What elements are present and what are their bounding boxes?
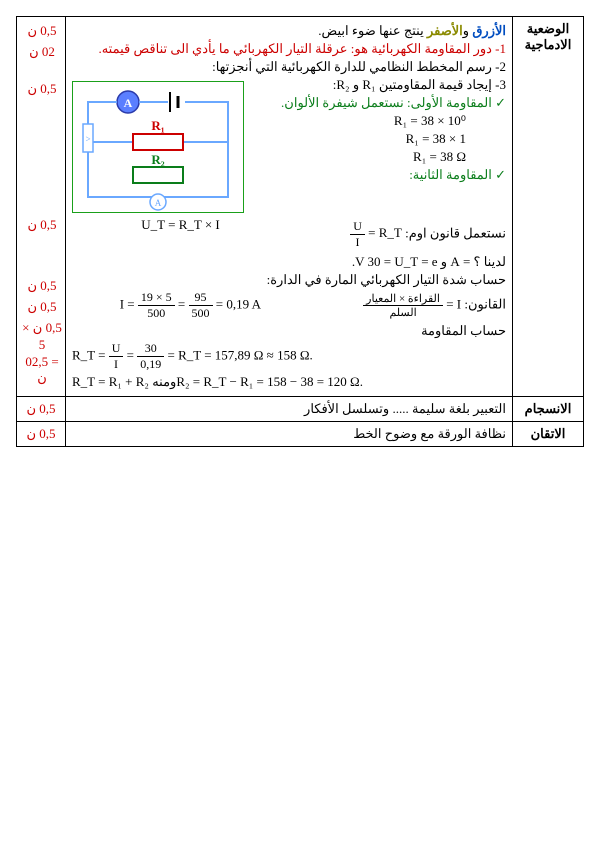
- score-2: 02 ن: [19, 42, 65, 63]
- grading-table: 0,5 ن 02 ن 0,5 ن 0,5 ن 0,5 ن 0,5 ن 0,5 ن…: [16, 16, 584, 447]
- i-law: القانون: I = القراءة × المعيارالسلم: [309, 292, 506, 319]
- rt-calc: R_T = UI = 300,19 = R_T = 157,89 Ω ≈ 158…: [72, 341, 506, 372]
- score-cell-main: 0,5 ن 02 ن 0,5 ن 0,5 ن 0,5 ن 0,5 ن 0,5 ن…: [17, 17, 66, 397]
- content-row3: نظافة الورقة مع وضوح الخط: [66, 422, 513, 447]
- calc-r-text: حساب المقاومة: [72, 323, 506, 339]
- content-cell-main: الأزرق والأصفر ينتج عنها ضوء ابيض. 1- دو…: [66, 17, 513, 397]
- label-row3: الاتقان: [513, 422, 584, 447]
- svg-text:R₁: R₁: [151, 118, 164, 133]
- score-row2: 0,5 ن: [17, 397, 66, 422]
- score-3: 0,5 ن: [19, 79, 65, 100]
- given-values: لدينا ؟ = A و V 30 = U_T = e.: [72, 254, 506, 270]
- ut-formula: U_T = R_T × I: [72, 217, 289, 252]
- score-4: 0,5 ن: [19, 215, 65, 236]
- q2: 2- رسم المخطط النظامي للدارة الكهربائية …: [72, 59, 506, 75]
- rt2-calc: R_T = R₁ + R₂ ومنهR₂ = R_T − R₁ = 158 − …: [72, 374, 506, 390]
- q1: 1- دور المقاومة الكهربائية هو: عرقلة الت…: [72, 41, 506, 57]
- label-row2: الانسجام: [513, 397, 584, 422]
- top-line: الأزرق والأصفر ينتج عنها ضوء ابيض.: [72, 23, 506, 39]
- score-5: 0,5 ن: [19, 276, 65, 297]
- svg-text:A: A: [124, 96, 133, 110]
- svg-text:A: A: [155, 198, 162, 208]
- svg-text:R₂: R₂: [151, 152, 164, 167]
- score-1: 0,5 ن: [19, 21, 65, 42]
- score-7: 0,5 ن × 5 = 02,5 ن: [19, 320, 65, 388]
- calc-i-text: حساب شدة التيار الكهربائي المارة في الدا…: [72, 272, 506, 288]
- score-6: 0,5 ن: [19, 297, 65, 318]
- circuit-diagram: A R₁ > R₂: [72, 81, 244, 213]
- svg-text:>: >: [85, 134, 90, 144]
- score-row3: 0,5 ن: [17, 422, 66, 447]
- i-calc: I = 19 × 5500 = 95500 = 0,19 A: [72, 290, 309, 321]
- ohm-law: نستعمل قانون اوم: R_T = UI: [289, 219, 506, 250]
- content-row2: التعبير بلغة سليمة ..... وتسلسل الأفكار: [66, 397, 513, 422]
- label-situation: الوضعية الادماجية: [513, 17, 584, 397]
